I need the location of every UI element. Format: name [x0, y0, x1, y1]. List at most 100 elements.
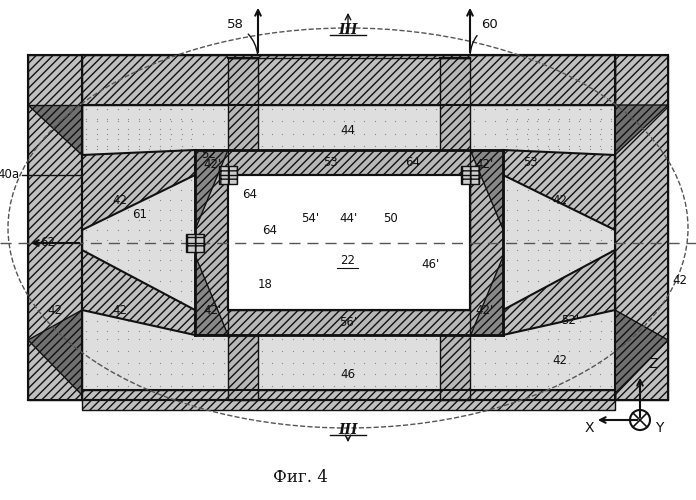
- Point: [420, 358, 432, 366]
- Point: [553, 118, 564, 126]
- Point: [468, 142, 480, 150]
- Point: [297, 142, 308, 150]
- Point: [501, 276, 512, 284]
- Point: [574, 382, 585, 390]
- Point: [143, 226, 155, 234]
- Point: [542, 118, 553, 126]
- Point: [81, 307, 92, 315]
- Point: [102, 130, 113, 138]
- Point: [144, 382, 155, 390]
- Point: [112, 307, 123, 315]
- Point: [143, 176, 155, 184]
- Point: [81, 186, 92, 194]
- Point: [91, 358, 102, 366]
- Point: [143, 276, 155, 284]
- Point: [553, 276, 564, 284]
- Point: [501, 236, 512, 244]
- Point: [308, 358, 319, 366]
- Point: [532, 136, 544, 143]
- Point: [112, 226, 123, 234]
- Point: [511, 118, 522, 126]
- Point: [400, 335, 411, 343]
- Point: [400, 130, 411, 138]
- Point: [134, 130, 145, 138]
- Point: [501, 317, 512, 325]
- Bar: [440, 58, 470, 150]
- Point: [564, 146, 575, 154]
- Point: [154, 115, 165, 123]
- Point: [420, 347, 432, 355]
- Point: [328, 335, 339, 343]
- Point: [574, 286, 585, 294]
- Point: [91, 176, 102, 184]
- Point: [501, 105, 512, 113]
- Point: [532, 246, 544, 254]
- Point: [154, 276, 165, 284]
- Text: 62: 62: [40, 236, 55, 250]
- Point: [328, 142, 339, 150]
- Point: [501, 146, 512, 154]
- Point: [606, 226, 617, 234]
- Point: [185, 276, 196, 284]
- Point: [208, 335, 219, 343]
- Point: [585, 335, 596, 343]
- Text: 42: 42: [113, 304, 127, 316]
- Point: [532, 186, 544, 194]
- Point: [143, 125, 155, 133]
- Point: [277, 118, 288, 126]
- Point: [501, 115, 512, 123]
- Point: [606, 142, 617, 150]
- Point: [563, 370, 574, 378]
- Point: [155, 105, 166, 113]
- Point: [512, 105, 523, 113]
- Point: [318, 335, 329, 343]
- Point: [338, 105, 349, 113]
- Point: [501, 156, 512, 164]
- Point: [468, 370, 480, 378]
- Point: [595, 317, 606, 325]
- Point: [185, 206, 196, 214]
- Point: [133, 226, 144, 234]
- Point: [154, 307, 165, 315]
- Text: 61: 61: [132, 208, 148, 222]
- Point: [349, 358, 360, 366]
- Point: [390, 105, 401, 113]
- Point: [563, 118, 574, 126]
- Point: [468, 382, 480, 390]
- Bar: [503, 105, 615, 335]
- Point: [112, 382, 123, 390]
- Point: [143, 327, 155, 335]
- Point: [308, 105, 319, 113]
- Point: [479, 347, 490, 355]
- Point: [512, 156, 523, 164]
- Point: [287, 142, 299, 150]
- Point: [574, 115, 585, 123]
- Point: [102, 327, 113, 335]
- Point: [574, 136, 585, 143]
- Point: [501, 136, 512, 143]
- Point: [219, 358, 230, 366]
- Point: [277, 358, 288, 366]
- Point: [595, 335, 606, 343]
- Point: [208, 358, 219, 366]
- Point: [574, 296, 585, 304]
- Point: [143, 156, 155, 164]
- Point: [143, 236, 155, 244]
- Point: [112, 166, 123, 173]
- Point: [277, 382, 288, 390]
- Point: [532, 115, 544, 123]
- Point: [287, 130, 299, 138]
- Point: [585, 105, 596, 113]
- Point: [585, 216, 596, 224]
- Point: [479, 358, 490, 366]
- Polygon shape: [503, 150, 615, 230]
- Point: [308, 382, 319, 390]
- Point: [122, 146, 134, 154]
- Point: [512, 236, 523, 244]
- Point: [112, 156, 123, 164]
- Point: [574, 335, 585, 343]
- Point: [564, 286, 575, 294]
- Point: [511, 105, 522, 113]
- Point: [267, 335, 278, 343]
- Point: [522, 266, 533, 274]
